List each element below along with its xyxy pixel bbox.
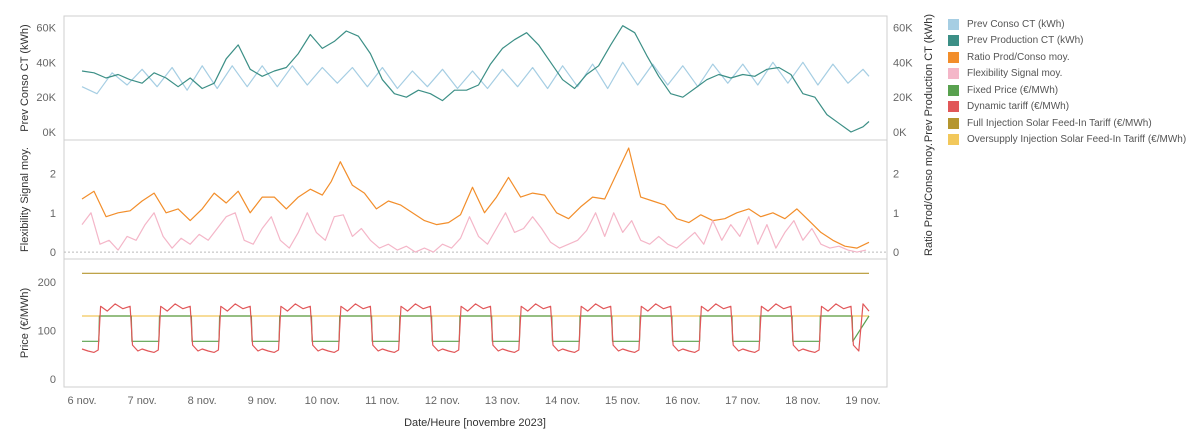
legend-swatch-dynamic-tariff [948, 101, 959, 113]
tick-left-ratio-2: 2 [50, 169, 56, 181]
panel-frame-ratio [63, 139, 888, 260]
tick-left-price-2: 200 [38, 277, 56, 289]
legend-swatch-full-injection [948, 117, 959, 129]
tick-left-ratio-0: 0 [50, 247, 56, 259]
tick-left-energy-3: 60K [36, 22, 56, 34]
panel-frame-price [63, 258, 888, 388]
tick-right-energy-2: 40K [893, 57, 913, 69]
legend-label-dynamic-tariff: Dynamic tariff (€/MWh) [967, 101, 1070, 113]
x-tick-10: 16 nov. [665, 395, 700, 407]
tick-right-energy-1: 20K [893, 92, 913, 104]
tick-right-ratio-0: 0 [893, 247, 899, 259]
tick-left-ratio-1: 1 [50, 208, 56, 220]
series-prev-production-ct-kwh [81, 25, 870, 133]
series-fixed-price-mwh [82, 315, 870, 342]
tick-right-energy-0: 0K [893, 127, 907, 139]
x-tick-12: 18 nov. [785, 395, 820, 407]
x-tick-11: 17 nov. [725, 395, 760, 407]
tick-right-ratio-2: 2 [893, 169, 899, 181]
x-tick-1: 7 nov. [128, 395, 157, 407]
legend-item-flexibility[interactable]: Flexibility Signal moy. [948, 66, 1198, 83]
panel-frame-energy [63, 15, 888, 141]
legend-swatch-ratio [948, 51, 959, 63]
legend-swatch-flexibility [948, 68, 959, 80]
legend-label-prev-production: Prev Production CT (kWh) [967, 35, 1084, 47]
tick-left-energy-2: 40K [36, 57, 56, 69]
legend-swatch-prev-conso [948, 18, 959, 30]
x-tick-8: 14 nov. [545, 395, 580, 407]
legend-swatch-prev-production [948, 35, 959, 47]
legend-swatch-fixed-price [948, 84, 959, 96]
series-prev-conso-ct-kwh [81, 61, 870, 95]
legend-item-fixed-price[interactable]: Fixed Price (€/MWh) [948, 82, 1198, 99]
x-tick-3: 9 nov. [248, 395, 277, 407]
legend-item-prev-conso[interactable]: Prev Conso CT (kWh) [948, 16, 1198, 33]
legend-item-oversupply[interactable]: Oversupply Injection Solar Feed-In Tarif… [948, 132, 1198, 149]
ylabel-left-price: Price (€/MWh) [19, 288, 31, 358]
legend-item-dynamic-tariff[interactable]: Dynamic tariff (€/MWh) [948, 99, 1198, 116]
tick-left-price-1: 100 [38, 326, 56, 338]
x-tick-9: 15 nov. [605, 395, 640, 407]
x-tick-13: 19 nov. [845, 395, 880, 407]
tick-left-price-0: 0 [50, 374, 56, 386]
ylabel-left-ratio: Flexibility Signal moy. [19, 147, 31, 252]
series-ratio-prod-conso-moy [81, 147, 870, 249]
tick-left-energy-1: 20K [36, 92, 56, 104]
legend-item-full-injection[interactable]: Full Injection Solar Feed-In Tariff (€/M… [948, 115, 1198, 132]
legend-label-flexibility: Flexibility Signal moy. [967, 68, 1063, 80]
tick-right-ratio-1: 1 [893, 208, 899, 220]
x-tick-6: 12 nov. [425, 395, 460, 407]
x-tick-2: 8 nov. [188, 395, 217, 407]
tick-left-energy-0: 0K [43, 127, 57, 139]
legend-swatch-oversupply [948, 134, 959, 146]
x-tick-4: 10 nov. [305, 395, 340, 407]
x-tick-0: 6 nov. [67, 395, 96, 407]
x-tick-7: 13 nov. [485, 395, 520, 407]
tick-right-energy-3: 60K [893, 22, 913, 34]
ylabel-right-energy: Prev Production CT (kWh) [923, 14, 935, 142]
legend-item-prev-production[interactable]: Prev Production CT (kWh) [948, 33, 1198, 50]
legend-label-oversupply: Oversupply Injection Solar Feed-In Tarif… [967, 134, 1187, 146]
series-dynamic-tariff-mwh [81, 303, 870, 353]
series-flexibility-signal-moy [81, 212, 867, 253]
legend-label-prev-conso: Prev Conso CT (kWh) [967, 18, 1065, 30]
ylabel-left-energy: Prev Conso CT (kWh) [19, 24, 31, 131]
legend-item-ratio[interactable]: Ratio Prod/Conso moy. [948, 49, 1198, 66]
x-axis-label: Date/Heure [novembre 2023] [404, 417, 546, 429]
ylabel-right-ratio: Ratio Prod/Conso moy. [923, 143, 935, 256]
legend-label-full-injection: Full Injection Solar Feed-In Tariff (€/M… [967, 117, 1152, 129]
legend-label-ratio: Ratio Prod/Conso moy. [967, 51, 1070, 63]
x-tick-5: 11 nov. [365, 395, 399, 407]
legend-label-fixed-price: Fixed Price (€/MWh) [967, 84, 1059, 96]
legend: Prev Conso CT (kWh) Prev Production CT (… [948, 16, 1198, 148]
